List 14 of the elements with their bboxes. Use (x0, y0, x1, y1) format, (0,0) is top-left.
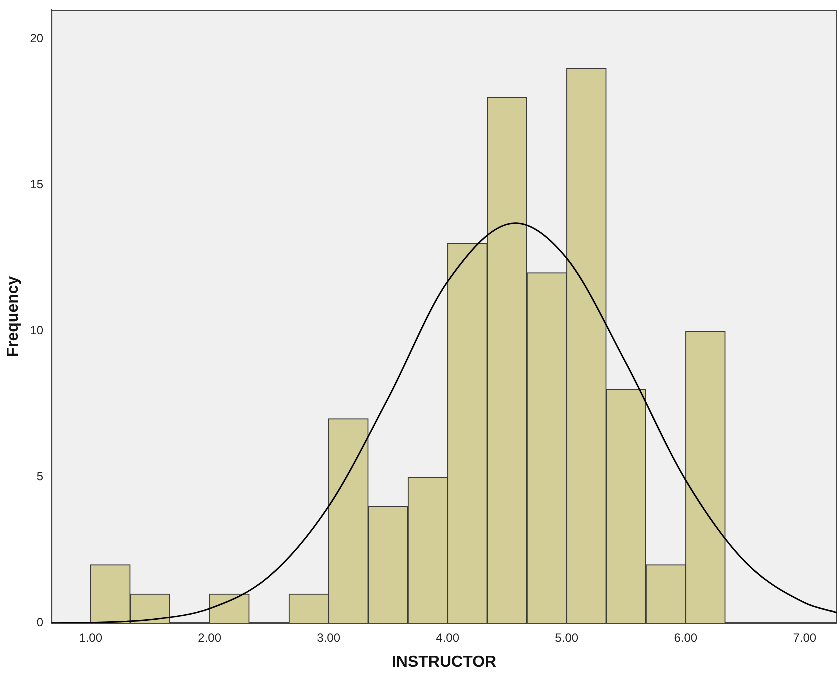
y-tick-label: 10 (30, 324, 44, 338)
x-tick-label: 5.00 (555, 630, 579, 645)
x-tick-label: 6.00 (674, 630, 698, 645)
y-tick-label: 5 (36, 470, 44, 484)
x-axis-title: INSTRUCTOR (392, 654, 498, 671)
y-tick-label: 20 (30, 32, 44, 46)
x-tick-label: 3.00 (317, 630, 341, 645)
x-tick-label: 4.00 (436, 630, 460, 645)
y-axis-title: Frequency (5, 276, 22, 358)
x-tick-label: 7.00 (793, 630, 817, 645)
y-tick-label: 0 (36, 616, 44, 630)
x-tick-label: 1.00 (79, 630, 103, 645)
y-tick-label: 15 (30, 178, 44, 192)
x-tick-label: 2.00 (198, 630, 222, 645)
